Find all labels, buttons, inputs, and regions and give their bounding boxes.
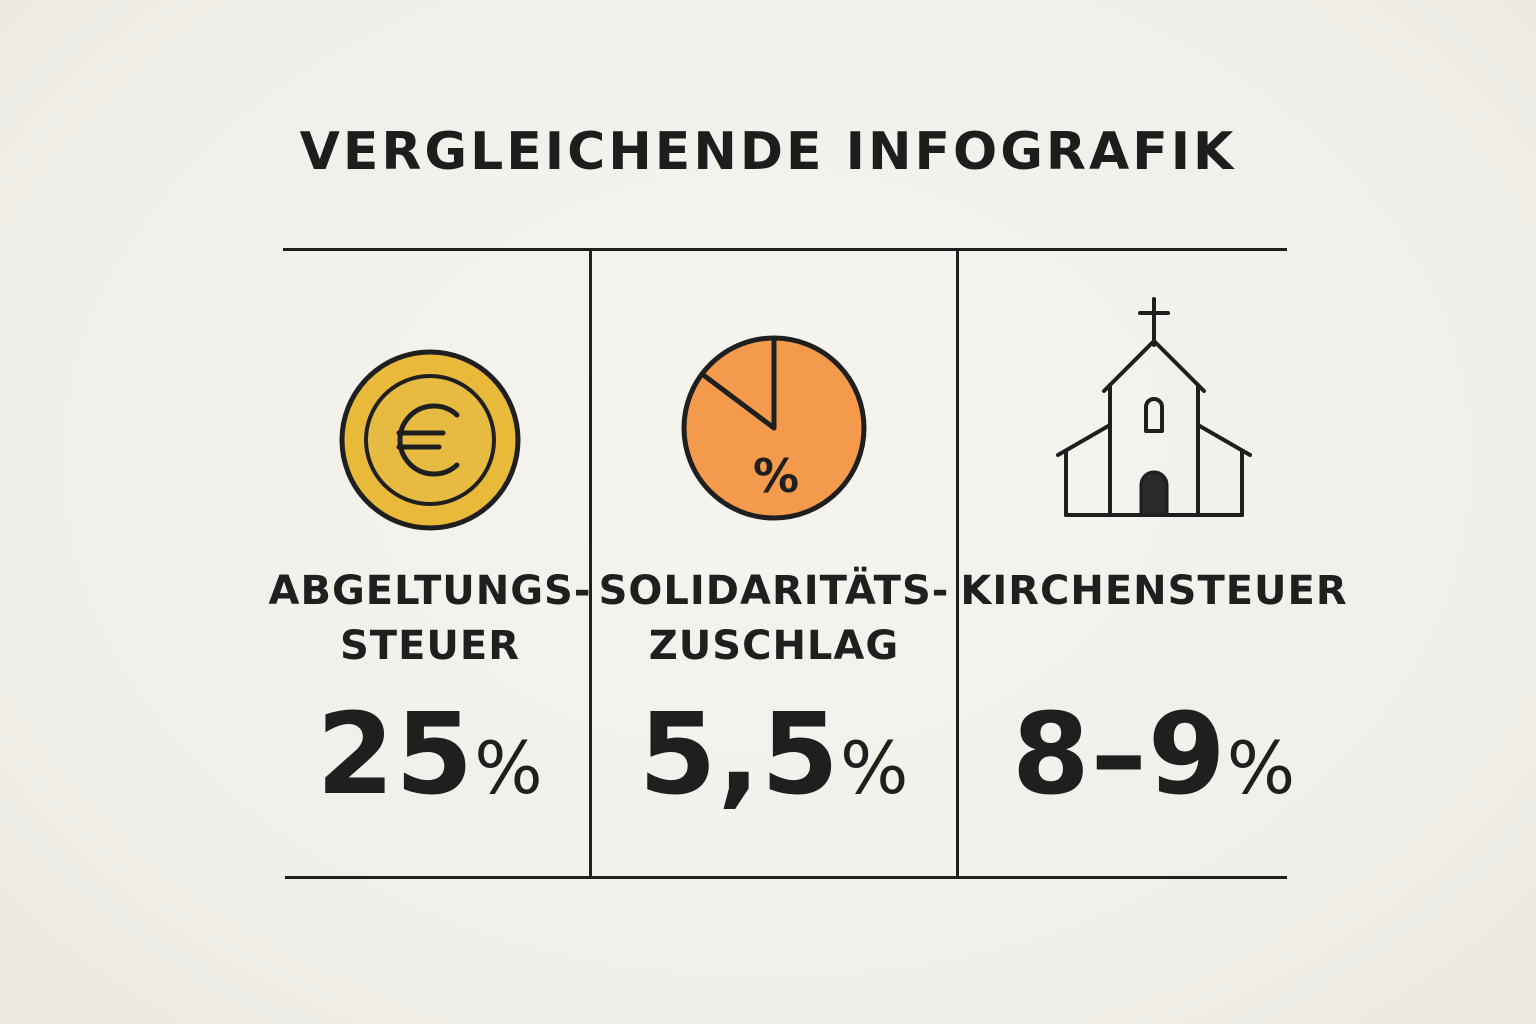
column-divider-2	[956, 250, 959, 878]
column-divider-1	[589, 250, 592, 878]
tax-value: 25%	[230, 690, 630, 833]
tax-label: KIRCHENSTEUER	[960, 568, 1348, 614]
tax-value: 5,5%	[592, 690, 956, 833]
top-rule	[283, 248, 1287, 251]
tax-value-number: 8–9	[1011, 690, 1227, 820]
tax-label: SOLIDARITÄTS- ZUSCHLAG	[598, 568, 950, 669]
tax-value-unit: %	[839, 726, 910, 810]
column-kirchensteuer: KIRCHENSTEUER 8–9%	[959, 250, 1349, 876]
page-title: VERGLEICHENDE INFOGRAFIK	[299, 122, 1237, 182]
tax-label: ABGELTUNGS- STEUER	[268, 568, 592, 669]
church-icon	[1054, 295, 1254, 525]
tax-value-number: 5,5	[638, 690, 840, 820]
column-abgeltungssteuer: ABGELTUNGS- STEUER 25%	[230, 250, 630, 876]
tax-value-number: 25	[316, 690, 475, 820]
pie-percent-icon: %	[676, 330, 872, 526]
bottom-rule	[285, 876, 1287, 879]
euro-coin-icon	[335, 345, 525, 535]
column-solidaritaetszuschlag: % SOLIDARITÄTS- ZUSCHLAG 5,5%	[592, 250, 956, 876]
tax-value: 8–9%	[959, 690, 1349, 833]
tax-value-unit: %	[474, 726, 544, 810]
tax-value-unit: %	[1226, 726, 1297, 810]
svg-text:%: %	[753, 449, 799, 503]
